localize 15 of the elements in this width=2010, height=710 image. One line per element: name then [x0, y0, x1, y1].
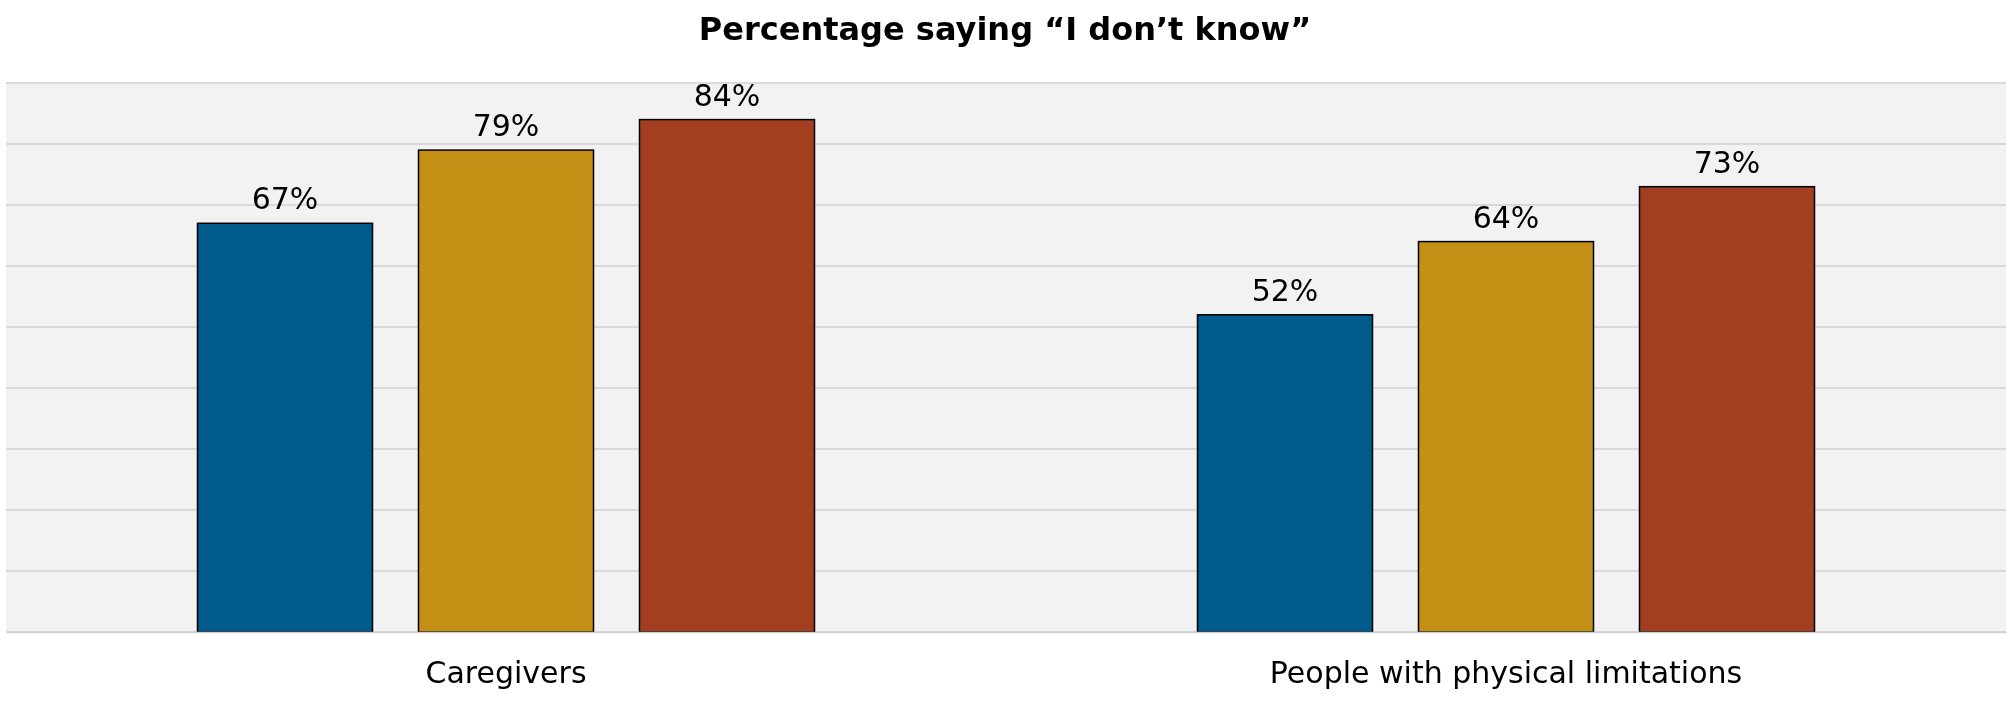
data-label: 84% [693, 77, 761, 113]
data-label: 52% [1251, 272, 1319, 308]
chart-title: Percentage saying “I don’t know” [698, 10, 1312, 48]
data-label: 64% [1472, 199, 1540, 235]
data-label: 79% [472, 108, 540, 144]
data-label: 67% [251, 181, 319, 217]
bar [1638, 185, 1816, 633]
x-tick-label: Caregivers [425, 655, 587, 690]
data-label: 73% [1693, 144, 1761, 180]
bar [638, 118, 816, 633]
bar [1196, 314, 1374, 633]
bar [1417, 240, 1595, 633]
x-tick-label: People with physical limitations [1269, 655, 1743, 690]
bar [196, 222, 374, 633]
bar [417, 149, 595, 633]
